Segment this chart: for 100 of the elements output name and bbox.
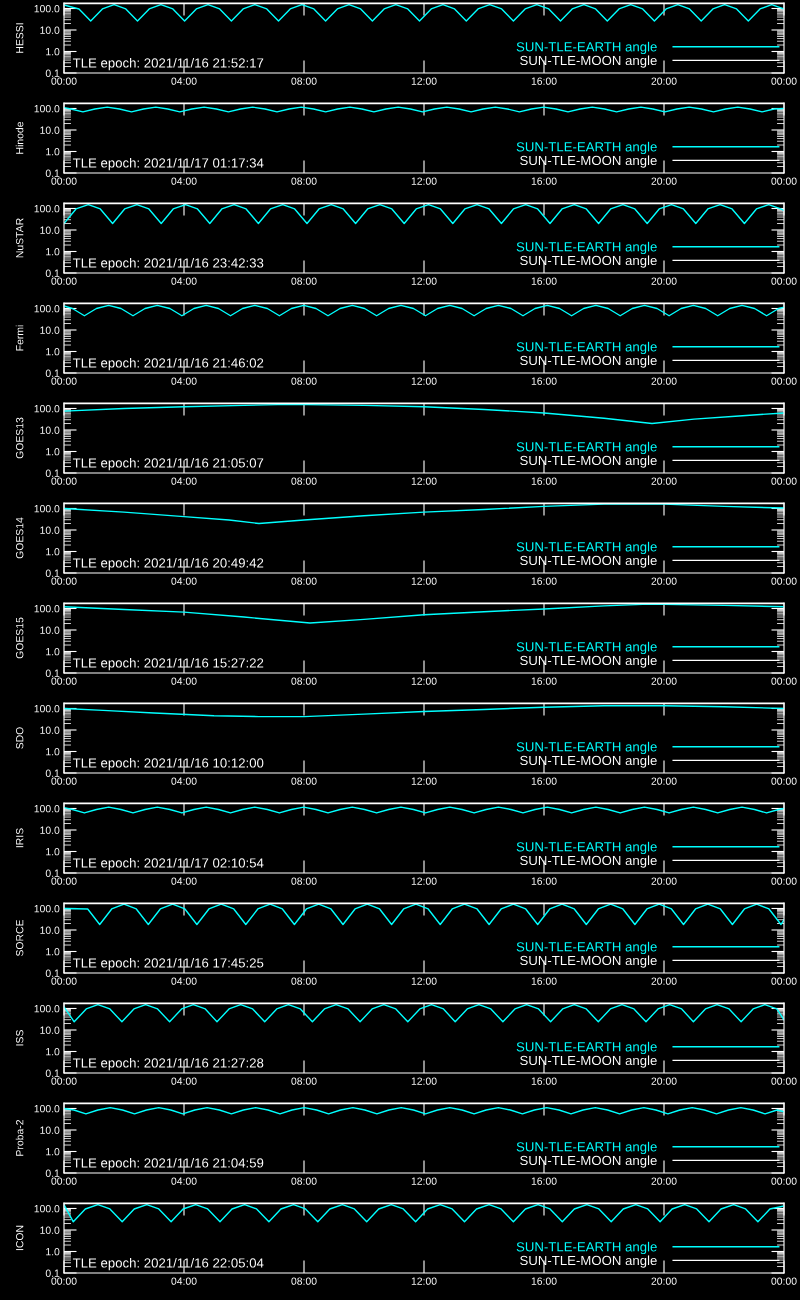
x-tick-label: 12:00: [411, 1277, 437, 1285]
y-tick-label: 0.1: [45, 1169, 60, 1177]
x-tick-label: 16:00: [531, 1177, 557, 1185]
x-tick-label: 08:00: [291, 1077, 317, 1085]
y-tick-label: 1.0: [46, 248, 60, 256]
x-tick-label: 04:00: [171, 877, 197, 885]
x-tick-label: 08:00: [291, 177, 317, 185]
x-tick-label: 04:00: [171, 777, 197, 785]
x-tick-label: 08:00: [291, 1177, 317, 1185]
y-tick-label: 1.0: [46, 48, 60, 56]
x-tick-label: 20:00: [651, 977, 677, 985]
x-tick-label: 16:00: [531, 477, 557, 485]
x-tick-label: 00:00: [771, 1077, 797, 1085]
y-tick-label: 1.0: [46, 448, 60, 456]
text: SUN-TLE-EARTH angle: [516, 1141, 657, 1155]
x-tick-label: 16:00: [531, 877, 557, 885]
x-tick-label: 12:00: [411, 277, 437, 285]
y-tick-label: 1.0: [46, 1148, 60, 1156]
x-tick-label: 12:00: [411, 877, 437, 885]
y-tick-label: 100.0: [34, 1204, 60, 1213]
x-tick-label: 00:00: [51, 677, 77, 685]
x-tick-label: 00:00: [51, 1077, 77, 1085]
x-tick-label: 08:00: [291, 277, 317, 285]
y-tick-label: 0.1: [45, 969, 60, 977]
y-axis-title: SORCE: [16, 919, 24, 957]
x-tick-label: 04:00: [171, 177, 197, 185]
x-tick-label: 04:00: [171, 577, 197, 585]
y-tick-label: 10.0: [40, 826, 60, 834]
y-axis-title: HESSI: [16, 23, 24, 53]
x-tick-label: 16:00: [531, 377, 557, 385]
annotation: TLE epoch: 2021/11/17 01:17:34: [72, 157, 264, 171]
x-tick-label: 08:00: [291, 877, 317, 885]
y-tick-label: 0.1: [45, 1269, 60, 1277]
series-label: SUN-TLE-EARTH angle: [516, 441, 657, 455]
x-tick-label: 00:00: [771, 477, 797, 485]
x-tick-label: 00:00: [51, 77, 77, 85]
x-tick-label: 00:00: [51, 477, 77, 485]
y-tick-label: 1.0: [46, 748, 60, 756]
x-tick-label: 20:00: [651, 377, 677, 385]
y-tick-label: 0.1: [45, 469, 60, 477]
x-tick-label: 04:00: [171, 677, 197, 685]
series-label: SUN-TLE-EARTH angle: [516, 241, 657, 255]
x-tick-label: 12:00: [411, 477, 437, 485]
x-tick-label: 08:00: [291, 777, 317, 785]
y-tick-label: 100.0: [34, 204, 60, 213]
y-axis-title: GOES14: [16, 517, 24, 559]
y-tick-label: 0.1: [45, 869, 60, 877]
text: SUN-TLE-EARTH angle: [516, 741, 657, 755]
x-tick-label: 08:00: [291, 1277, 317, 1285]
x-tick-label: 16:00: [531, 577, 557, 585]
y-tick-label: 100.0: [34, 504, 60, 513]
x-tick-label: 00:00: [771, 977, 797, 985]
x-tick-label: 20:00: [651, 577, 677, 585]
x-tick-label: 00:00: [51, 977, 77, 985]
x-tick-label: 12:00: [411, 77, 437, 85]
x-tick-label: 00:00: [771, 377, 797, 385]
annotation: TLE epoch: 2021/11/17 02:10:54: [72, 857, 264, 871]
legend-label: SUN-TLE-MOON angle: [520, 655, 657, 668]
y-tick-label: 100.0: [34, 904, 60, 913]
x-tick-label: 08:00: [291, 977, 317, 985]
y-tick-label: 10.0: [40, 26, 60, 34]
text: SUN-TLE-EARTH angle: [516, 841, 657, 855]
x-tick-label: 12:00: [411, 977, 437, 985]
y-axis-title: Fermi: [15, 325, 24, 351]
annotation: TLE epoch: 2021/11/16 23:42:33: [72, 257, 264, 271]
x-tick-label: 00:00: [51, 1277, 77, 1285]
x-tick-label: 16:00: [531, 277, 557, 285]
y-tick-label: 10.0: [40, 526, 60, 534]
annotation: TLE epoch: 2021/11/16 21:04:59: [72, 1157, 264, 1171]
x-tick-label: 20:00: [651, 1177, 677, 1185]
x-tick-label: 00:00: [771, 77, 797, 85]
y-tick-label: 100.0: [34, 804, 60, 813]
x-tick-label: 04:00: [171, 977, 197, 985]
y-tick-label: 0.1: [45, 369, 60, 377]
x-tick-label: 00:00: [771, 677, 797, 685]
y-tick-label: 100.0: [34, 1004, 60, 1013]
y-axis-title: GOES13: [16, 417, 24, 459]
y-tick-label: 10.0: [40, 626, 60, 634]
x-tick-label: 00:00: [771, 177, 797, 185]
annotation: TLE epoch: 2021/11/16 22:05:04: [72, 1257, 264, 1271]
y-tick-label: 10.0: [40, 1226, 60, 1234]
annotation: TLE epoch: 2021/11/16 15:27:22: [72, 657, 264, 671]
x-tick-label: 00:00: [771, 577, 797, 585]
text: SUN-TLE-MOON angle: [520, 155, 657, 168]
y-axis-title: Hinode: [15, 121, 24, 154]
y-tick-label: 0.1: [45, 1069, 60, 1077]
y-tick-label: 100.0: [34, 304, 60, 313]
annotation: TLE epoch: 2021/11/16 21:52:17: [72, 57, 264, 71]
x-tick-label: 04:00: [171, 1177, 197, 1185]
x-tick-label: 12:00: [411, 177, 437, 185]
legend-label: SUN-TLE-MOON angle: [520, 255, 657, 268]
text: SUN-TLE-MOON angle: [520, 355, 657, 368]
x-tick-label: 20:00: [651, 777, 677, 785]
y-tick-label: 10.0: [40, 1026, 60, 1034]
x-tick-label: 08:00: [291, 577, 317, 585]
series-label: SUN-TLE-EARTH angle: [516, 41, 657, 55]
x-tick-label: 12:00: [411, 1177, 437, 1185]
y-tick-label: 1.0: [46, 648, 60, 656]
series-label: SUN-TLE-EARTH angle: [516, 1041, 657, 1055]
x-tick-label: 16:00: [531, 677, 557, 685]
